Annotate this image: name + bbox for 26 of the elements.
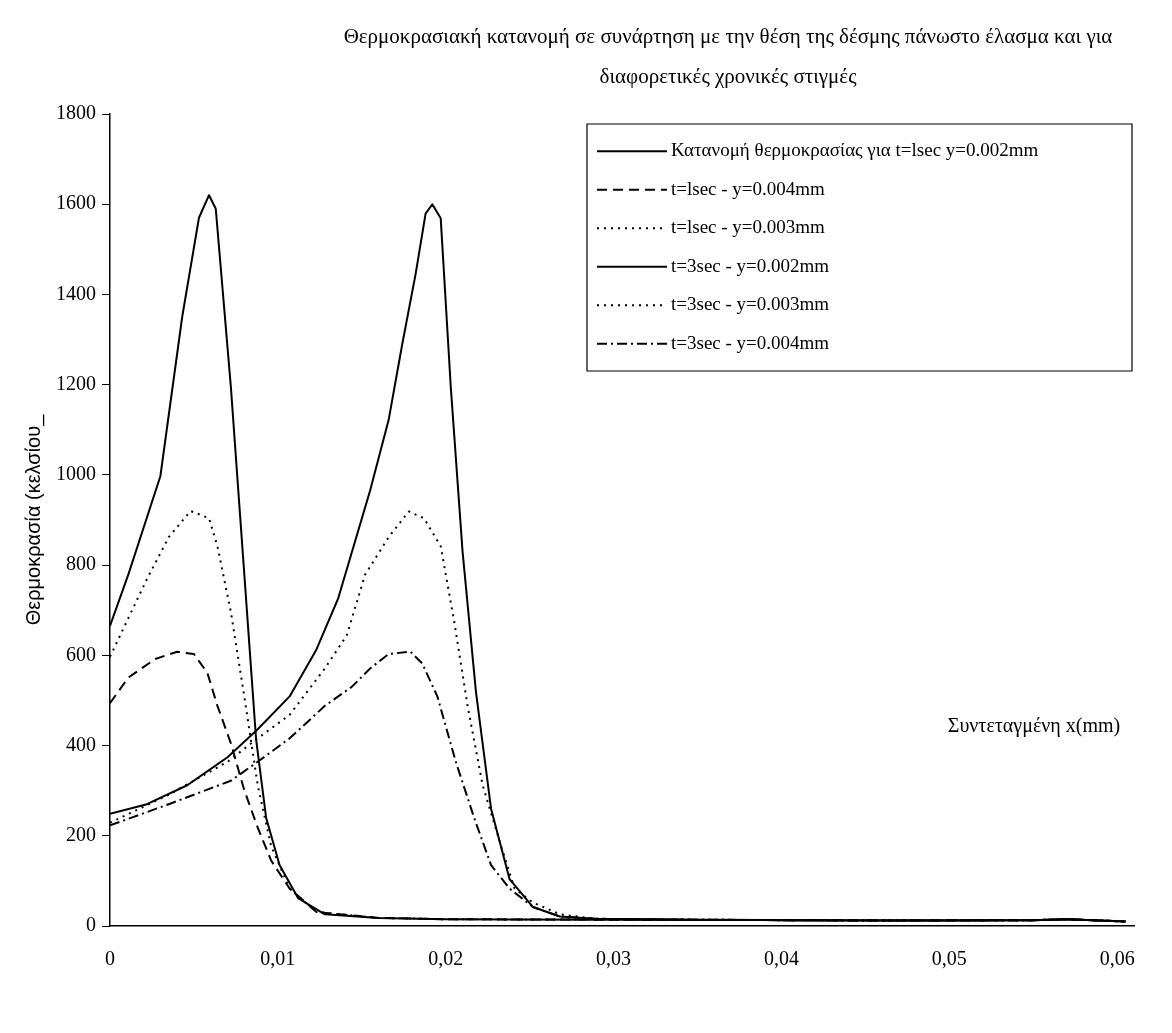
y-tick-label: 1600 xyxy=(56,191,96,214)
legend-label: t=3sec - y=0.003mm xyxy=(671,293,830,315)
y-axis-title: Θερμοκρασία (κελσίου_ xyxy=(21,413,45,626)
y-tick-label: 0 xyxy=(86,913,96,936)
x-tick-label: 0,01 xyxy=(260,947,296,970)
chart-title: Θερμοκρασιακή κατανομή σε συνάρτηση με την θέση της δέσμης πάνωστο έλασμα και για διαφορετικές χρονικές στιγμές xyxy=(342,23,1114,90)
x-tick-label: 0,03 xyxy=(596,947,632,970)
x-tick-label: 0,04 xyxy=(763,947,799,970)
y-tick-label: 1200 xyxy=(56,371,96,394)
y-tick-label: 400 xyxy=(66,732,96,755)
legend-label: t=lsec - y=0.004mm xyxy=(671,177,826,199)
x-tick-label: 0,05 xyxy=(931,947,967,970)
legend-label: t=3sec - y=0.002mm xyxy=(671,254,830,276)
legend-label: t=lsec - y=0.003mm xyxy=(671,216,826,238)
y-tick-label: 600 xyxy=(66,642,96,665)
y-tick-label: 800 xyxy=(66,552,96,575)
y-tick-label: 1400 xyxy=(56,281,96,304)
y-tick-label: 200 xyxy=(66,823,96,846)
y-tick-label: 1000 xyxy=(56,462,96,485)
x-axis-title: Συντεταγμένη x(mm) xyxy=(947,713,1121,737)
legend-label: t=3sec - y=0.004mm xyxy=(671,331,830,353)
x-tick-label: 0,02 xyxy=(428,947,464,970)
legend-label: Κατανομή θερμοκρασίας για t=lsec y=0.002mm xyxy=(671,139,1039,161)
x-tick-label: 0 xyxy=(105,947,115,970)
y-tick-label: 1800 xyxy=(56,101,96,124)
x-tick-label: 0,06 xyxy=(1099,947,1135,970)
